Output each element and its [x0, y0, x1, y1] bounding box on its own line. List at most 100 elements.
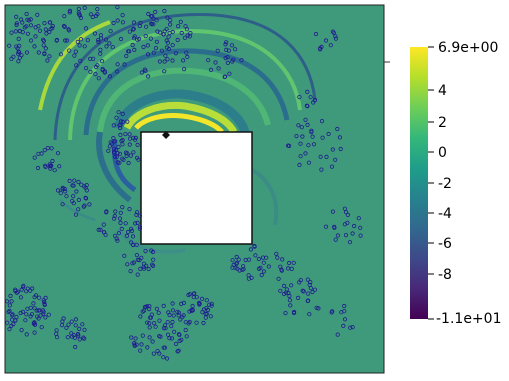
particle — [66, 322, 71, 327]
particle — [150, 262, 155, 267]
particle — [57, 164, 62, 169]
particle — [83, 196, 89, 201]
particle — [106, 148, 111, 153]
particle — [176, 23, 181, 29]
particle — [117, 216, 123, 221]
particle — [151, 16, 156, 21]
particle — [36, 295, 42, 300]
particle — [278, 288, 283, 293]
particle — [299, 125, 304, 130]
particle — [248, 247, 253, 252]
particle — [146, 11, 151, 17]
particle — [96, 39, 101, 45]
particle — [234, 260, 240, 265]
particle — [170, 301, 175, 306]
particle — [67, 178, 72, 183]
particle — [48, 164, 53, 169]
colorbar: 6.9e+00 4 2 0 -2 -4 -6 -8 -1.1e+01 — [410, 40, 501, 327]
particle — [266, 264, 271, 269]
particle — [28, 23, 34, 28]
particle — [131, 20, 137, 25]
particle — [147, 325, 152, 330]
particle — [13, 318, 18, 323]
particle — [92, 31, 98, 36]
particle — [24, 312, 29, 317]
particle — [82, 44, 87, 49]
particle — [120, 13, 125, 18]
particle — [19, 53, 24, 58]
particle — [283, 290, 289, 295]
particle — [256, 256, 261, 262]
particle — [125, 262, 130, 267]
particle — [62, 186, 67, 192]
particle — [108, 29, 113, 34]
particle — [341, 323, 346, 328]
particle — [38, 313, 43, 318]
particle — [303, 117, 308, 122]
particle — [167, 336, 172, 341]
particle — [337, 135, 342, 140]
particle — [24, 289, 29, 294]
particle — [207, 302, 212, 307]
particle — [143, 249, 148, 254]
particle — [42, 51, 47, 56]
particle — [183, 327, 188, 333]
particle — [64, 38, 70, 43]
particle — [170, 319, 175, 325]
particle — [124, 53, 129, 59]
particle-tracers — [4, 4, 363, 361]
particle — [215, 48, 220, 53]
particle — [82, 336, 87, 341]
particle — [122, 253, 127, 258]
particle — [74, 189, 79, 194]
particle — [296, 123, 301, 128]
particle — [73, 212, 79, 217]
particle — [4, 299, 10, 304]
particle — [318, 46, 323, 51]
particle — [138, 348, 143, 353]
particle — [187, 291, 192, 297]
particle — [333, 237, 338, 242]
particle — [7, 303, 12, 308]
particle — [72, 53, 77, 58]
particle — [301, 289, 306, 294]
particle — [15, 51, 21, 56]
particle — [67, 8, 73, 13]
particle — [249, 275, 254, 280]
particle — [306, 291, 311, 296]
particle — [28, 288, 33, 293]
particle — [42, 302, 47, 307]
particle — [87, 202, 92, 207]
particle — [137, 36, 142, 42]
particle — [312, 287, 318, 292]
particle — [32, 306, 37, 311]
particle — [31, 301, 36, 306]
particle — [176, 332, 182, 337]
particle — [225, 55, 230, 60]
particle — [312, 97, 318, 103]
particle — [190, 303, 195, 309]
particle — [145, 320, 150, 325]
particle — [13, 29, 18, 34]
particle — [204, 298, 209, 303]
particle — [18, 295, 24, 300]
particle — [298, 277, 303, 283]
particle — [63, 189, 68, 194]
particle — [47, 54, 52, 59]
particle — [127, 49, 132, 54]
particle — [127, 132, 132, 137]
particle — [62, 38, 68, 43]
particle — [73, 317, 79, 322]
particle — [98, 51, 103, 56]
particle — [319, 119, 325, 124]
particle — [129, 228, 135, 233]
particle — [191, 295, 196, 300]
source-marker[interactable] — [162, 131, 170, 139]
particle — [173, 51, 178, 56]
simulation-field[interactable] — [4, 4, 390, 374]
particle — [129, 226, 134, 231]
particle — [155, 29, 160, 34]
particle — [22, 25, 27, 30]
particle — [70, 199, 75, 204]
